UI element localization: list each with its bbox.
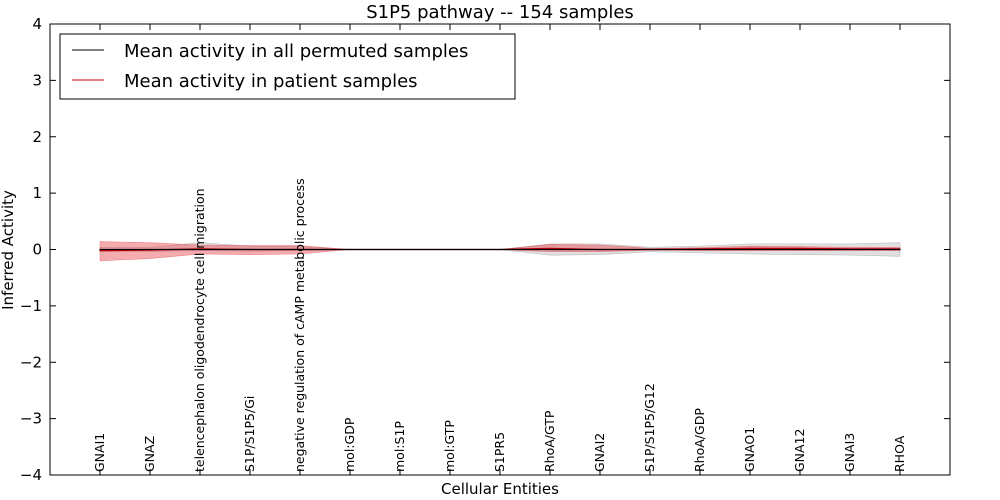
x-tick-label: RHOA [892,435,907,472]
chart-title: S1P5 pathway -- 154 samples [366,2,634,23]
point-permuted-3 [249,248,251,251]
point-permuted-15 [849,248,851,251]
y-tick-label: 3 [32,71,42,89]
x-tick-label: RhoA/GDP [692,408,707,472]
x-tick-label: S1P/S1P5/Gi [242,396,257,472]
y-tick-label: −4 [20,466,42,484]
x-tick-label: mol:S1P [392,421,407,472]
x-tick-label: S1PR5 [492,432,507,472]
point-permuted-0 [99,248,101,251]
point-permuted-9 [549,248,551,251]
y-tick-label: 4 [32,15,42,33]
y-tick-label: −3 [20,410,42,428]
x-tick-label: GNAO1 [742,427,757,472]
y-tick-label: −1 [20,297,42,315]
point-permuted-8 [499,248,501,251]
x-tick-label: GNAZ [142,436,157,472]
x-tick-label: GNAI1 [92,433,107,472]
point-permuted-4 [299,248,301,251]
legend-label-patient: Mean activity in patient samples [124,71,418,92]
point-permuted-10 [599,248,601,251]
y-tick-label: 0 [32,241,42,259]
point-permuted-6 [399,248,401,251]
point-patient-0 [99,250,101,252]
series-lines [99,247,901,252]
y-tick-label: 1 [32,184,42,202]
x-tick-label: S1P/S1P5/G12 [642,383,657,472]
point-permuted-13 [749,248,751,251]
x-tick-label: GNA12 [792,429,807,473]
y-axis-label: Inferred Activity [0,190,17,310]
x-tick-label: GNAI2 [592,433,607,472]
plot-area: 4 3 2 1 0 −1 −2 −3 −4 GNAI1 GNAZ telencephalon oli… [20,15,951,484]
x-tick-label: GNAI3 [842,433,857,472]
legend-box [59,33,516,100]
x-tick-label: RhoA/GTP [542,410,557,472]
confidence-bands [99,241,901,262]
point-permuted-1 [149,248,151,251]
x-tick-label: negative regulation of cAMP metabolic pr… [292,178,307,472]
y-tick-label: 2 [32,128,42,146]
point-patient-9 [549,247,551,249]
legend-label-permuted: Mean activity in all permuted samples [124,41,468,62]
x-tick-label: mol:GTP [442,420,457,472]
point-patient-14 [799,247,801,249]
point-permuted-2 [199,248,201,251]
legend: Mean activity in all permuted samples Me… [59,33,516,100]
point-permuted-11 [649,248,651,251]
point-permuted-12 [699,248,701,251]
x-axis-label: Cellular Entities [441,480,559,498]
y-axis-ticks: 4 3 2 1 0 −1 −2 −3 −4 [20,15,950,484]
point-permuted-14 [799,248,801,251]
point-permuted-7 [449,248,451,251]
x-tick-label: telencephalon oligodendrocyte cell migra… [192,188,207,472]
y-tick-label: −2 [20,353,42,371]
x-axis-ticks: GNAI1 GNAZ telencephalon oligodendrocyte c… [92,24,907,475]
point-permuted-5 [349,248,351,251]
point-patient-13 [749,247,751,249]
point-permuted-16 [899,248,901,251]
x-tick-label: mol:GDP [342,417,357,472]
